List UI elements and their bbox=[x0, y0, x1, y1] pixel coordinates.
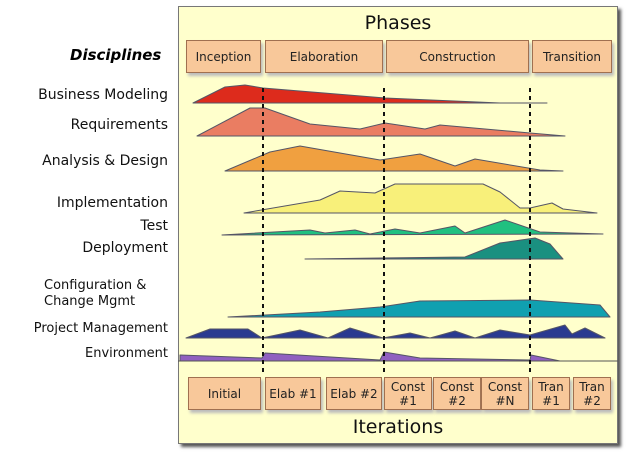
discipline-label: Business Modeling bbox=[38, 87, 168, 103]
iteration-elab-2: Elab #2 bbox=[326, 377, 382, 410]
discipline-label: Implementation bbox=[56, 195, 168, 211]
iteration-initial: Initial bbox=[188, 377, 261, 410]
discipline-label: Deployment bbox=[82, 240, 168, 256]
hump-implementation bbox=[243, 183, 598, 214]
iteration-const-n: Const #N bbox=[481, 377, 529, 410]
iteration-const-2: Const #2 bbox=[433, 377, 481, 410]
hump-environment bbox=[179, 351, 561, 362]
iteration-const-1: Const #1 bbox=[384, 377, 432, 410]
hump-deployment bbox=[304, 237, 564, 260]
phase-transition: Transition bbox=[532, 40, 612, 73]
disciplines-title: Disciplines bbox=[70, 46, 162, 64]
discipline-label: Requirements bbox=[70, 117, 168, 133]
hump-business-modeling bbox=[192, 84, 548, 104]
hump-configuration bbox=[227, 299, 611, 318]
discipline-label: Test bbox=[140, 218, 168, 234]
phase-elaboration: Elaboration bbox=[265, 40, 383, 73]
hump-analysis-design bbox=[224, 145, 564, 172]
diagram-panel bbox=[178, 6, 618, 444]
hump-project-management bbox=[185, 324, 606, 339]
phases-title: Phases bbox=[364, 12, 432, 34]
hump-requirements bbox=[196, 107, 566, 137]
discipline-label: Environment bbox=[84, 346, 168, 361]
discipline-label: Configuration & Change Mgmt bbox=[44, 278, 147, 309]
discipline-label: Project Management bbox=[33, 321, 168, 336]
iteration-tran-1: Tran #1 bbox=[532, 377, 570, 410]
iteration-tran-2: Tran #2 bbox=[573, 377, 611, 410]
discipline-label: Analysis & Design bbox=[42, 153, 168, 169]
phase-inception: Inception bbox=[186, 40, 261, 73]
phase-construction: Construction bbox=[386, 40, 529, 73]
iterations-title: Iterations bbox=[352, 416, 444, 438]
iteration-elab-1: Elab #1 bbox=[265, 377, 321, 410]
hump-test bbox=[221, 219, 604, 236]
